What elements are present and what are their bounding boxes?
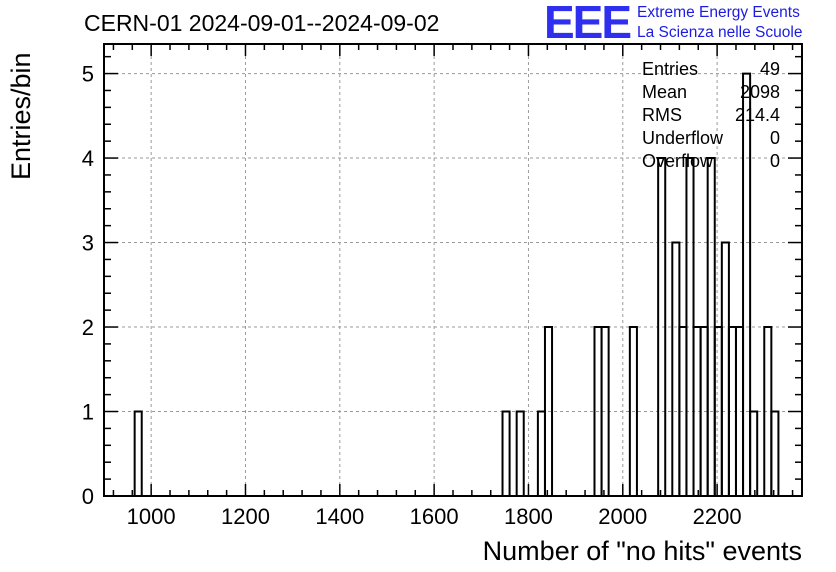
stats-row-entries: Entries 49: [642, 58, 780, 81]
histogram-bar: [749, 410, 759, 496]
y-axis-label: Entries/bin: [6, 52, 36, 180]
histogram-bar: [770, 410, 780, 496]
stats-value: 49: [759, 59, 780, 79]
eee-logo: EEE: [544, 0, 632, 48]
y-tick-label: 3: [82, 231, 94, 256]
histogram-bar: [536, 410, 546, 496]
stats-label: Overflow: [642, 151, 714, 171]
stats-label: RMS: [642, 105, 682, 125]
histogram-bar: [628, 326, 638, 496]
histogram-bar: [515, 410, 525, 496]
stats-value: 214.4: [734, 105, 780, 125]
logo-caption-line2: La Scienza nelle Scuole: [637, 24, 803, 41]
y-tick-label: 0: [82, 484, 94, 509]
stats-box: Entries 49 Mean 2098 RMS 214.4 Underflow 0 O…: [642, 58, 780, 173]
histogram-bar: [742, 72, 752, 496]
x-tick-label: 2200: [693, 504, 742, 529]
histogram-bar: [600, 326, 610, 496]
stats-value: 2098: [739, 82, 780, 102]
stats-value: 0: [769, 151, 780, 171]
stats-row-underflow: Underflow 0: [642, 127, 780, 150]
histogram-bar: [133, 410, 143, 496]
chart-title: CERN-01 2024-09-01--2024-09-02: [84, 10, 440, 36]
y-tick-label: 1: [82, 400, 94, 425]
logo-caption: Extreme Energy Events La Scienza nelle S…: [637, 3, 802, 43]
logo-caption-line1: Extreme Energy Events: [637, 4, 800, 21]
histogram-bar: [501, 410, 511, 496]
histogram-bar: [720, 241, 730, 496]
x-tick-label: 1800: [504, 504, 553, 529]
x-tick-label: 1600: [410, 504, 459, 529]
stats-label: Mean: [642, 82, 688, 102]
y-tick-label: 2: [82, 315, 94, 340]
x-tick-label: 1200: [221, 504, 270, 529]
stats-label: Underflow: [642, 128, 724, 148]
y-tick-label: 4: [82, 146, 94, 171]
histogram-bar: [671, 241, 681, 496]
stats-label: Entries: [642, 59, 699, 79]
histogram-bar: [657, 157, 667, 496]
stats-row-mean: Mean 2098: [642, 81, 780, 104]
histogram-bar: [543, 326, 554, 496]
x-tick-label: 2000: [598, 504, 647, 529]
stats-row-rms: RMS 214.4: [642, 104, 780, 127]
x-tick-label: 1000: [127, 504, 176, 529]
stats-value: 0: [769, 128, 780, 148]
x-tick-label: 1400: [315, 504, 364, 529]
y-tick-label: 5: [82, 62, 94, 87]
x-axis-label: Number of "no hits" events: [482, 536, 802, 566]
stats-row-overflow: Overflow 0: [642, 150, 780, 173]
